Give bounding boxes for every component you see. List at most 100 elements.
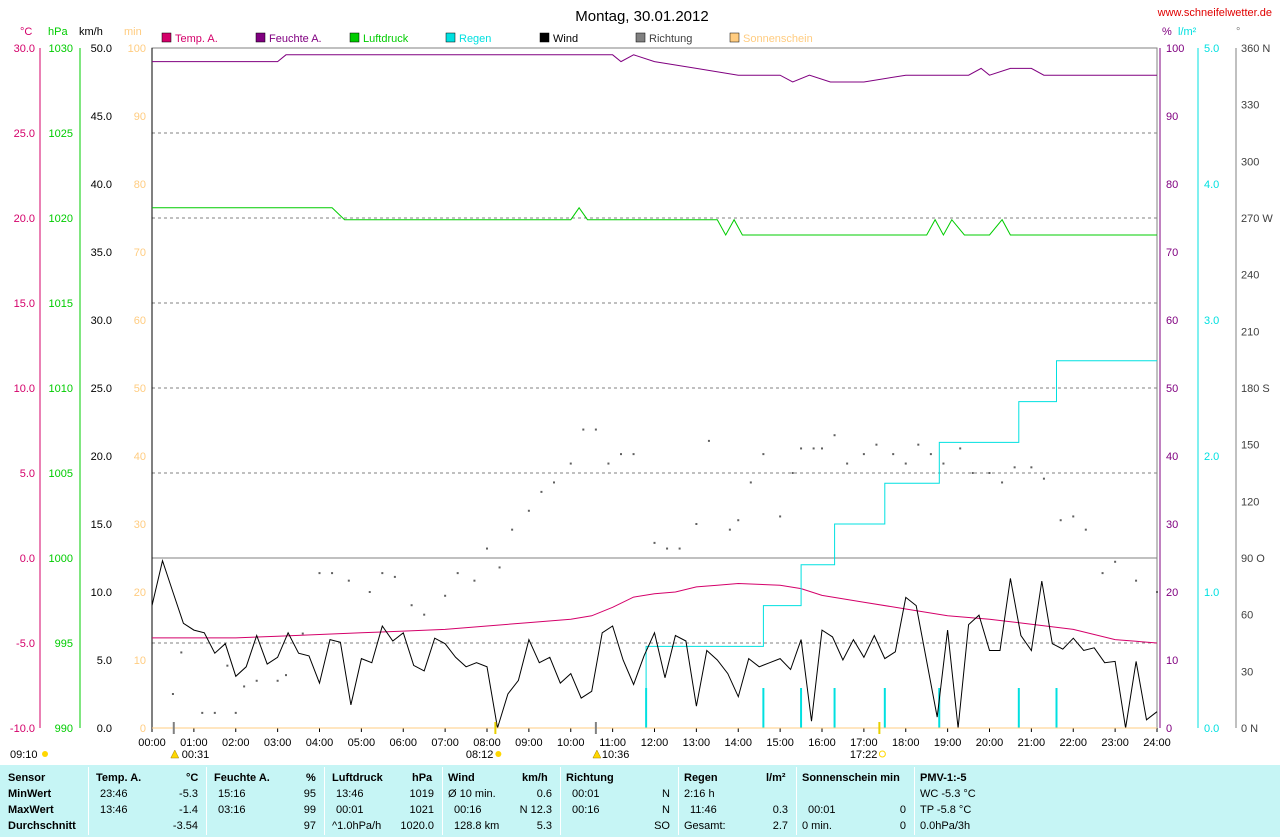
max-press-val: 1021 (409, 804, 434, 816)
max-label: MaxWert (8, 804, 54, 816)
direction-point (423, 613, 426, 616)
legend-swatch (161, 32, 172, 43)
x-tick-label: 24:00 (1143, 737, 1171, 749)
series-richtung (171, 428, 1158, 714)
legend-swatch (729, 32, 740, 43)
sunset-icon (878, 750, 886, 758)
direction-point (800, 447, 803, 450)
direction-point (1135, 579, 1138, 582)
direction-point (511, 528, 514, 531)
min-temp-time: 23:46 (100, 788, 128, 800)
humidity-tick: 80 (1166, 179, 1178, 191)
direction-point (527, 509, 530, 512)
min-hum-val: 95 (303, 788, 316, 800)
legend-label: Luftdruck (363, 33, 409, 45)
direction-point (569, 462, 572, 465)
direction-point (779, 515, 782, 518)
direction-point (1013, 466, 1016, 469)
direction-point (942, 462, 945, 465)
x-tick-label: 02:00 (222, 737, 250, 749)
sunshine-tick: 50 (134, 383, 146, 395)
min-wind-val: 0.6 (536, 788, 552, 800)
temp-unit: °C (186, 772, 199, 784)
rain-tick: 5.0 (1204, 43, 1219, 55)
direction-point (180, 651, 183, 654)
x-tick-label: 20:00 (976, 737, 1004, 749)
wind-tick: 5.0 (97, 655, 112, 667)
rain-tick: 2.0 (1204, 451, 1219, 463)
direction-point (1001, 481, 1004, 484)
sunshine-unit-label: min (124, 26, 142, 38)
temp-tick: 15.0 (14, 298, 35, 310)
direction-point (331, 572, 334, 575)
direction-point (594, 428, 597, 431)
direction-point (486, 547, 488, 550)
pressure-tick: 1020 (49, 213, 73, 225)
temp-tick: -5.0 (16, 638, 35, 650)
wind-tick: 15.0 (91, 519, 112, 531)
legend-label: Temp. A. (175, 33, 218, 45)
direction-point (368, 591, 371, 593)
humidity-tick: 100 (1166, 43, 1184, 55)
pressure-tick: 995 (55, 638, 73, 650)
dir-header: Richtung (566, 772, 614, 784)
temp-tick: 10.0 (14, 383, 35, 395)
avg-temp-val: -3.54 (172, 820, 198, 832)
sunshine-tick: 60 (134, 315, 146, 327)
pressure-tick: 1030 (49, 43, 73, 55)
x-tick-label: 13:00 (683, 737, 711, 749)
direction-point (653, 541, 656, 544)
direction-point (301, 632, 304, 635)
series-feuchte-a (152, 54, 1157, 83)
direction-point (988, 472, 991, 474)
temp-tick: 25.0 (14, 128, 35, 140)
avg-label: Durchschnitt (8, 820, 76, 832)
direction-tick: 300 (1241, 156, 1259, 168)
temp-tick: 5.0 (20, 468, 35, 480)
wind-tick: 50.0 (91, 43, 112, 55)
press-unit: hPa (412, 772, 433, 784)
chart-title: Montag, 30.01.2012 (575, 8, 708, 25)
min-rain-time: 2:16 h (684, 788, 715, 800)
avg-sun-val: 0 (899, 820, 906, 832)
website-link[interactable]: www.schneifelwetter.de (1157, 7, 1272, 19)
wind-tick: 35.0 (91, 247, 112, 259)
temp-tick: -10.0 (10, 723, 35, 735)
direction-tick: 90 O (1241, 553, 1265, 565)
pressure-tick: 1015 (49, 298, 73, 310)
direction-tick: 240 (1241, 270, 1259, 282)
pressure-tick: 990 (55, 723, 73, 735)
press-header: Luftdruck (332, 772, 383, 784)
sunrise-label: 08:12 (466, 749, 494, 761)
sun-icon (495, 751, 502, 757)
humidity-tick: 20 (1166, 587, 1178, 599)
min-hum-time: 15:16 (218, 788, 246, 800)
series-temp-a (152, 582, 1158, 644)
max-wind-time: 00:16 (454, 804, 482, 816)
humidity-tick: 0 (1166, 723, 1172, 735)
avg-rain-val: 2.7 (772, 820, 788, 832)
max-hum-time: 03:16 (218, 804, 246, 816)
direction-point (917, 443, 920, 446)
rain-header: Regen (684, 772, 718, 784)
x-tick-label: 15:00 (766, 737, 794, 749)
temp-tick: 0.0 (20, 553, 35, 565)
rain-tick: 4.0 (1204, 179, 1219, 191)
grid (151, 47, 1158, 729)
moonrise-icon (592, 749, 602, 759)
direction-tick: 30 (1241, 666, 1253, 678)
max-rain-time: 11:46 (690, 804, 717, 816)
direction-point (255, 679, 258, 682)
direction-point (213, 711, 216, 714)
direction-point (791, 472, 794, 474)
direction-point (381, 572, 384, 575)
direction-point (695, 523, 698, 525)
series-layer (151, 54, 1158, 729)
humidity-tick: 30 (1166, 519, 1178, 531)
direction-point (498, 566, 501, 569)
pressure-tick: 1000 (49, 553, 73, 565)
sun-total-icon (42, 751, 48, 757)
pmv-header: PMV-1:-5 (920, 772, 967, 784)
pressure-tick: 1010 (49, 383, 73, 395)
direction-tick: 360 N (1241, 43, 1270, 55)
